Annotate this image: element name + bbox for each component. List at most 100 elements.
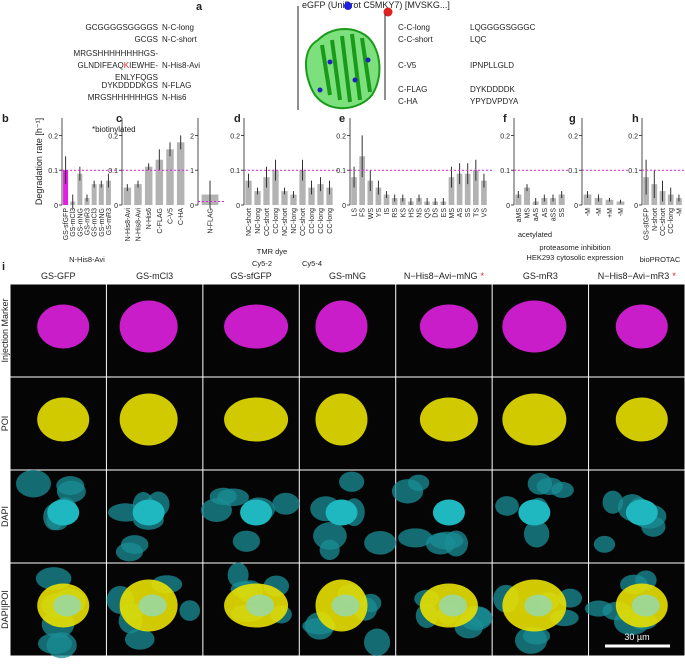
bar: [523, 187, 531, 205]
micrograph: [492, 377, 589, 470]
sequence: GLNDIFEAQKIEWHE-: [78, 61, 159, 70]
nucleus: [438, 594, 467, 617]
micrograph: [106, 377, 203, 470]
bar: [245, 180, 252, 205]
bar: [583, 194, 592, 205]
nucleus: [217, 488, 249, 507]
panel-letter: f: [503, 113, 507, 125]
cell: [419, 304, 478, 349]
bar: [263, 177, 270, 205]
x-tick-label: IS: [384, 208, 391, 215]
bar: [326, 187, 333, 205]
annotation: proteasome inhibition: [539, 243, 610, 252]
scale-bar-label: 30 µm: [624, 632, 649, 642]
sequence-part: K: [124, 61, 130, 70]
nucleus: [47, 499, 80, 526]
annotation: acetylated: [518, 230, 552, 239]
eGFP-title: eGFP (UniProt C5MKY7) [MVSKG...]: [302, 0, 450, 10]
x-tick-label: aSS: [551, 208, 558, 222]
row-label: Injection Marker: [0, 298, 10, 362]
micrograph: [299, 470, 397, 563]
micrograph: [589, 377, 685, 470]
y-tick-label: 0.1: [628, 168, 638, 175]
tag-name: N-His6: [162, 93, 187, 102]
bar: [456, 173, 463, 205]
micrograph: [299, 284, 396, 377]
x-tick-label: CC-long: [327, 208, 334, 234]
sequence: YPYDVPDYA: [470, 97, 519, 106]
nucleus: [584, 600, 613, 617]
annotation: bioPROTAC: [640, 255, 681, 264]
y-tick-label: 0.2: [500, 133, 510, 140]
sequence: MRGSHHHHHHGS: [88, 93, 158, 102]
nucleus: [313, 522, 347, 550]
x-tick-label: AS: [542, 208, 549, 218]
annotation: TMR dye: [257, 247, 287, 256]
panel-letter: g: [569, 113, 576, 125]
sequence-part: GCGGGGSGGGGS: [86, 23, 158, 32]
y-tick-label: 0: [574, 203, 578, 210]
y-tick-label: 0.2: [568, 133, 578, 140]
x-tick-label: GS-mR3: [106, 208, 113, 235]
x-tick-label: DS: [433, 208, 440, 218]
cell: [419, 397, 478, 442]
cell: [37, 304, 90, 349]
x-tick-label: CC-long: [309, 208, 316, 234]
tag-name: C-HA: [398, 97, 418, 106]
panel-letter: a: [196, 1, 203, 13]
nucleus: [124, 628, 155, 650]
sequence-part: DYKDDDDKGS: [102, 81, 158, 90]
micrograph: [396, 377, 492, 470]
tag-name: C-V5: [398, 61, 417, 70]
x-tick-label: +M: [607, 208, 614, 218]
sequence: DYKDDDDKGS: [102, 81, 158, 90]
column-label: GS-sfGFP: [230, 271, 272, 281]
micrograph: [106, 284, 203, 377]
sequence: MRGSHHHHHHHHGS-: [74, 49, 159, 58]
x-tick-label: GS-mNG: [99, 208, 106, 237]
nucleus: [138, 594, 167, 617]
x-tick-label: N-FLAG: [208, 208, 215, 234]
x-tick-label: N-His6: [146, 208, 153, 229]
tag-name: N-His8-Avi: [162, 61, 200, 70]
bar: [254, 191, 261, 205]
micrograph: [391, 470, 492, 563]
cell: [615, 397, 668, 442]
x-tick-label: aAS: [533, 208, 540, 222]
cell: [502, 393, 567, 446]
y-tick-label: 0.2: [230, 133, 240, 140]
nucleus: [319, 539, 340, 560]
column-label: GS-GFP: [41, 271, 76, 281]
y-tick-label: 0: [190, 203, 194, 210]
panel-letter: c: [116, 113, 122, 125]
nucleus: [593, 535, 616, 553]
x-tick-label: GS-mCl3: [92, 208, 99, 237]
y-tick-label: 0.2: [48, 133, 58, 140]
cell: [119, 393, 178, 446]
x-tick-label: YS: [376, 208, 383, 218]
micrograph: [589, 284, 685, 377]
column-mark: *: [672, 271, 676, 281]
x-tick-label: LS: [352, 208, 359, 217]
panel-letter: b: [2, 113, 9, 125]
bar: [98, 184, 104, 205]
tag-name: C-C-long: [398, 23, 430, 32]
bar: [105, 180, 111, 205]
y-tick-label: 0.2: [628, 133, 638, 140]
bar: [77, 173, 83, 205]
x-tick-label: C-FLAG: [157, 208, 164, 234]
nucleus: [120, 535, 149, 554]
bar: [616, 201, 625, 205]
nucleus: [56, 480, 86, 503]
x-tick-label: MS: [449, 208, 456, 219]
nucleus: [518, 499, 551, 526]
micrograph: [203, 284, 299, 377]
micrograph: [106, 563, 203, 656]
column-header: N−His8−Avi−mR3 *: [598, 271, 677, 281]
x-tick-label: CC-long: [273, 208, 280, 234]
x-tick-label: SS: [465, 208, 472, 218]
x-tick-label: KS: [400, 208, 407, 218]
micrograph: [10, 284, 106, 377]
column-header: GS-mCl3: [136, 271, 173, 281]
sequence: IPNPLLGLD: [470, 61, 514, 70]
